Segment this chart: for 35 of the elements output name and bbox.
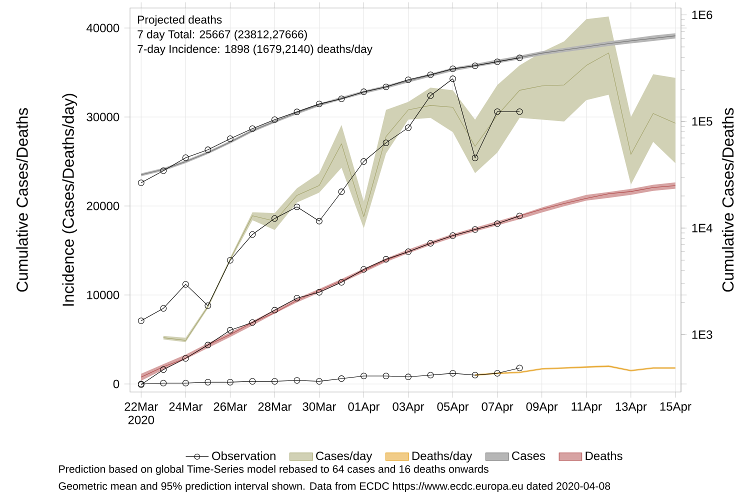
- y2-tick-label: 1E4: [692, 224, 712, 232]
- x-tick-label: 28Mar: [258, 402, 292, 411]
- x-tick-label: 03Apr: [392, 402, 424, 414]
- x-tick-label: 24Mar: [169, 402, 202, 411]
- legend-label: Observation: [212, 451, 276, 460]
- x-tick-label: 01Apr: [348, 402, 380, 414]
- legend-label: Deaths/day: [412, 451, 472, 463]
- x-tick-label: 07Apr: [482, 402, 514, 414]
- y-tick-label: 20000: [86, 202, 120, 210]
- x-tick-label: 15Apr: [660, 402, 692, 414]
- y2-tick-label: 1E6: [692, 10, 712, 20]
- legend-label: Deaths: [586, 451, 622, 460]
- legend-label: Cases/day: [316, 451, 372, 463]
- y-tick-label: 10000: [87, 290, 120, 300]
- text: Prediction based on global Time-Series model rebased to 64 cases and 16 deaths onwards: [59, 465, 488, 475]
- legend-label: Cases: [512, 451, 546, 460]
- y2-axis-title: Cumulative Cases/Deaths: [722, 108, 734, 292]
- x-tick-label: 26Mar: [214, 402, 247, 411]
- text: Cumulative Cases/Deaths: [16, 108, 28, 292]
- annotation: 7-day Incidence: 1898 (1679,2140) deaths/day: [138, 44, 372, 56]
- y-tick-label: 30000: [86, 112, 120, 122]
- y2-tick-label: 1E3: [692, 330, 712, 339]
- x-tick-label: 09Apr: [526, 402, 558, 414]
- annotation: 7 day Total: 25667 (23812,27666): [138, 30, 307, 41]
- x-tick-label: 22Mar 2020: [124, 402, 158, 424]
- x-tick-label: 30Mar: [302, 402, 336, 411]
- y-axis-title: Incidence (Cases/Deaths/day): [62, 94, 78, 306]
- x-tick-label: 11Apr: [572, 402, 602, 414]
- y-tick-label: 40000: [86, 24, 120, 32]
- y2-tick-label: 1E5: [692, 117, 712, 126]
- x-tick-label: 13Apr: [616, 402, 647, 414]
- text: Geometric mean and 95% prediction interval shown. Data from ECDC https://www.ecdc.europa.eu dated 2020-04-08: [58, 482, 610, 492]
- x-tick-label: 05Apr: [437, 402, 469, 414]
- annotation: Projected deaths: [138, 15, 222, 26]
- y-tick-label: 0: [113, 380, 120, 388]
